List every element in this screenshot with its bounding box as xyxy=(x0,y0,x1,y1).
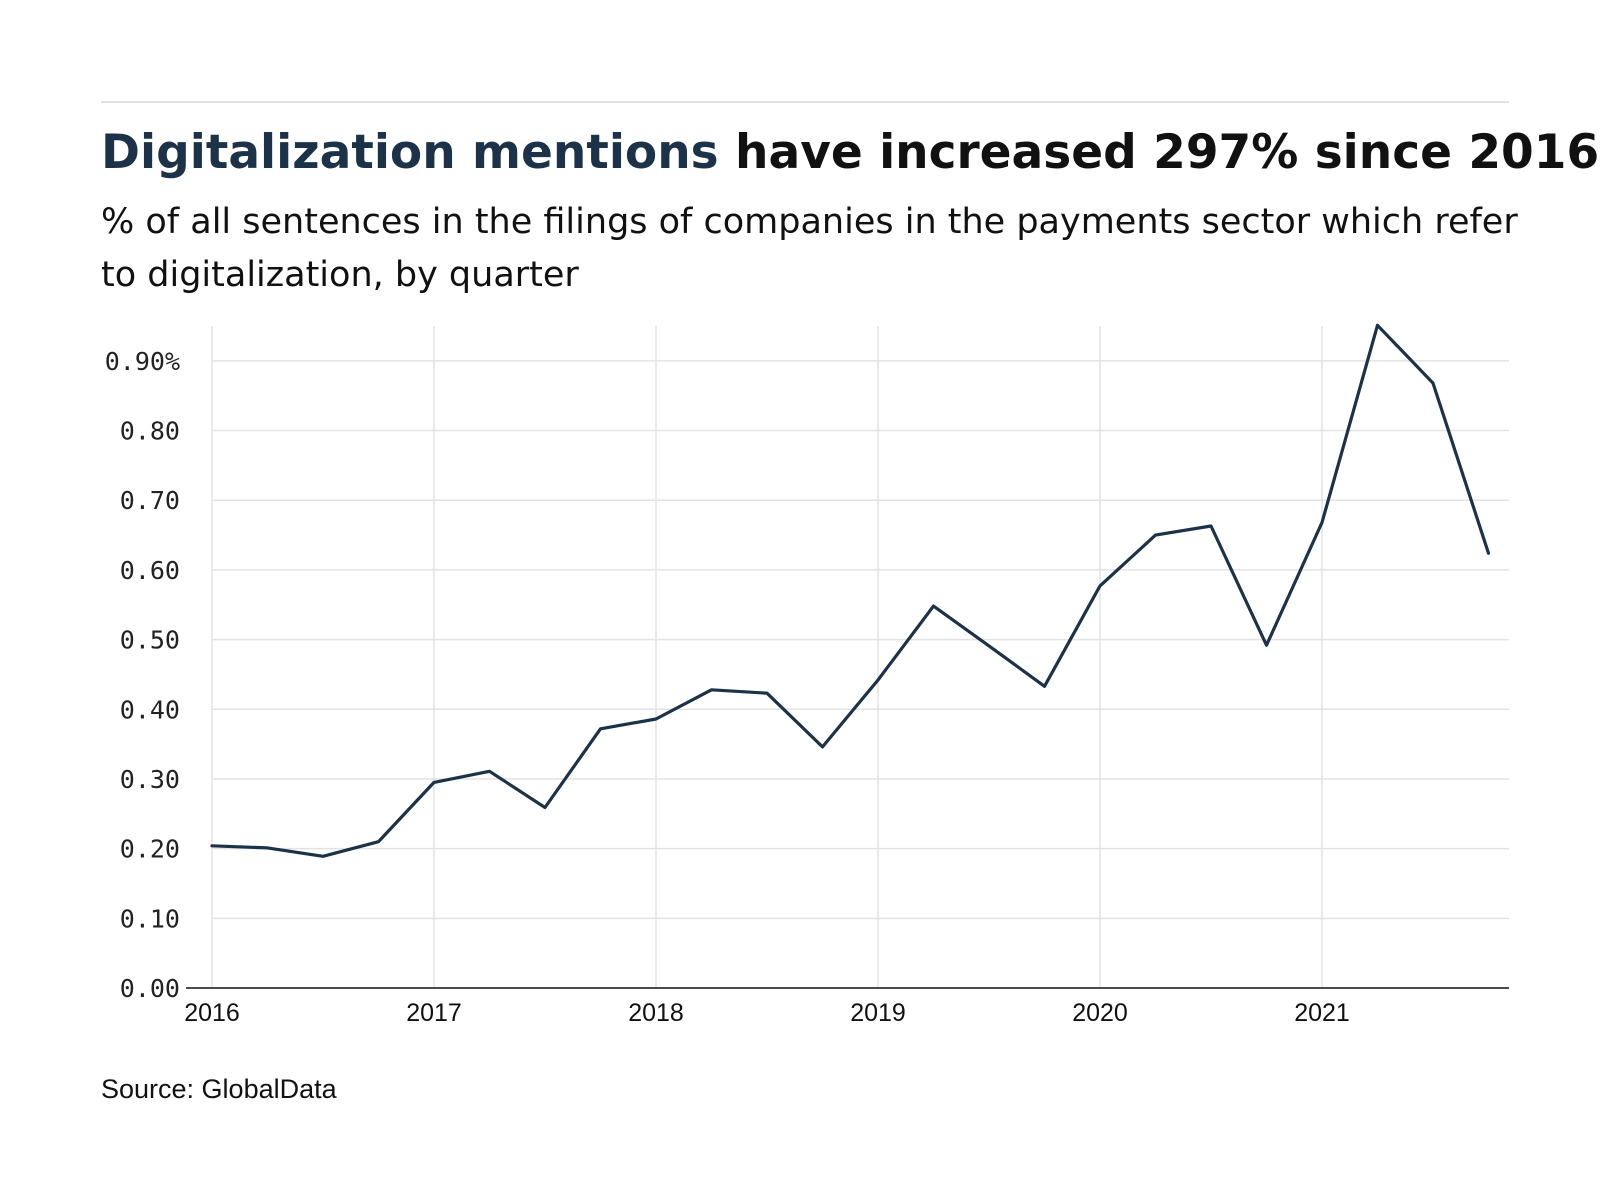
series-line xyxy=(210,323,1491,858)
y-tick-label: 0.00 xyxy=(120,974,180,1003)
y-tick-label: 0.10 xyxy=(120,904,180,933)
title-rest: have increased 297% since 2016 xyxy=(718,125,1600,180)
x-tick-label: 2016 xyxy=(184,999,240,1027)
y-tick-label: 0.90% xyxy=(105,347,180,376)
y-axis-ticks: 0.00 0.10 0.20 0.30 0.40 0.50 0.60 0.70 0.80 0.90… xyxy=(105,347,180,1003)
y-tick-label: 0.30 xyxy=(120,765,180,794)
x-tick-label: 2017 xyxy=(406,999,462,1027)
x-tick-label: 2020 xyxy=(1072,999,1128,1027)
y-tick-label: 0.50 xyxy=(120,626,180,655)
y-tick-label: 0.80 xyxy=(120,417,180,446)
y-tick-label: 0.60 xyxy=(120,556,180,585)
y-tick-label: 0.40 xyxy=(120,695,180,724)
gridlines xyxy=(211,326,1509,988)
y-tick-label: 0.20 xyxy=(120,835,180,864)
chart-title: Digitalization mentions have increased 2… xyxy=(101,122,1599,184)
x-tick-label: 2021 xyxy=(1294,999,1350,1027)
title-highlight: Digitalization mentions xyxy=(101,125,719,180)
x-axis-ticks: 2016 2017 2018 2019 2020 2021 xyxy=(184,999,1350,1027)
y-tick-label: 0.70 xyxy=(120,486,180,515)
x-tick-label: 2019 xyxy=(850,999,906,1027)
x-tick-label: 2018 xyxy=(628,999,684,1027)
top-divider xyxy=(101,101,1509,103)
chart-subtitle: % of all sentences in the filings of com… xyxy=(101,202,1518,295)
source-note: Source: GlobalData xyxy=(101,1074,337,1104)
